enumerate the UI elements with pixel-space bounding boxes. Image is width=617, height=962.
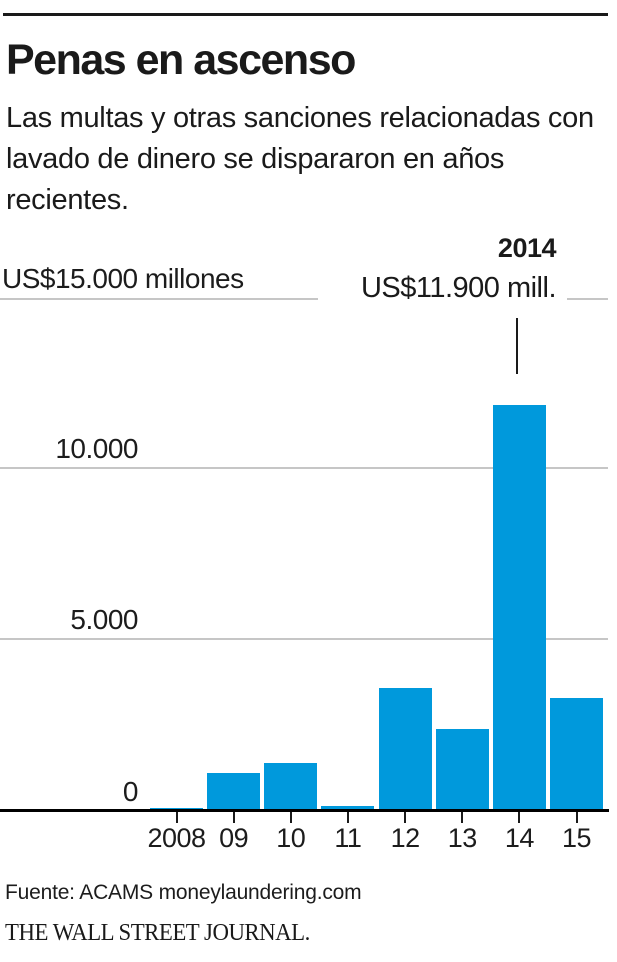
annotation-year-label: 2014 [497,233,557,263]
x-tick-15 [575,812,578,823]
bar-12 [378,688,432,811]
chart-title: Penas en ascenso [6,36,356,84]
source-note: Fuente: ACAMS moneylaundering.com [5,881,362,904]
x-axis-line [0,809,609,812]
chart-subtitle: Las multas y otras sanciones relacionada… [6,102,594,216]
bar-11 [321,806,375,811]
x-tick-14 [518,812,521,823]
x-tick-2008 [175,812,178,823]
bar-15 [550,698,604,811]
x-tick-label-12: 12 [390,823,421,853]
x-tick-09 [232,812,235,823]
x-tick-label-09: 09 [219,823,249,853]
bar-13 [435,729,489,811]
y-tick-label-0: 0 [122,776,139,807]
bar-09 [207,773,261,811]
wsj-logo: THE WALL STREET JOURNAL. [5,920,310,946]
x-tick-label-15: 15 [562,823,592,853]
annotation-pointer-line [516,318,518,374]
x-tick-label-10: 10 [276,823,306,853]
bar-14 [492,405,546,811]
x-tick-10 [289,812,292,823]
x-tick-label-14: 14 [504,823,535,853]
bar-10 [264,763,318,811]
gridline-10000 [0,467,608,469]
y-tick-label-10000: 10.000 [55,433,138,464]
x-tick-label-13: 13 [447,823,478,853]
x-tick-label-11: 11 [334,823,362,853]
x-tick-label-2008: 2008 [147,823,206,853]
gridline-15000-right-segment [567,298,608,300]
annotation-value-label: US$11.900 mill. [360,272,557,304]
y-axis-unit-label: US$15.000 millones [2,263,244,294]
gridline-15000-left-segment [0,298,318,300]
x-tick-13 [461,812,464,823]
gridline-5000 [0,638,608,640]
top-rule [3,13,608,16]
x-tick-11 [346,812,349,823]
x-tick-12 [404,812,407,823]
y-tick-label-5000: 5.000 [70,604,138,635]
